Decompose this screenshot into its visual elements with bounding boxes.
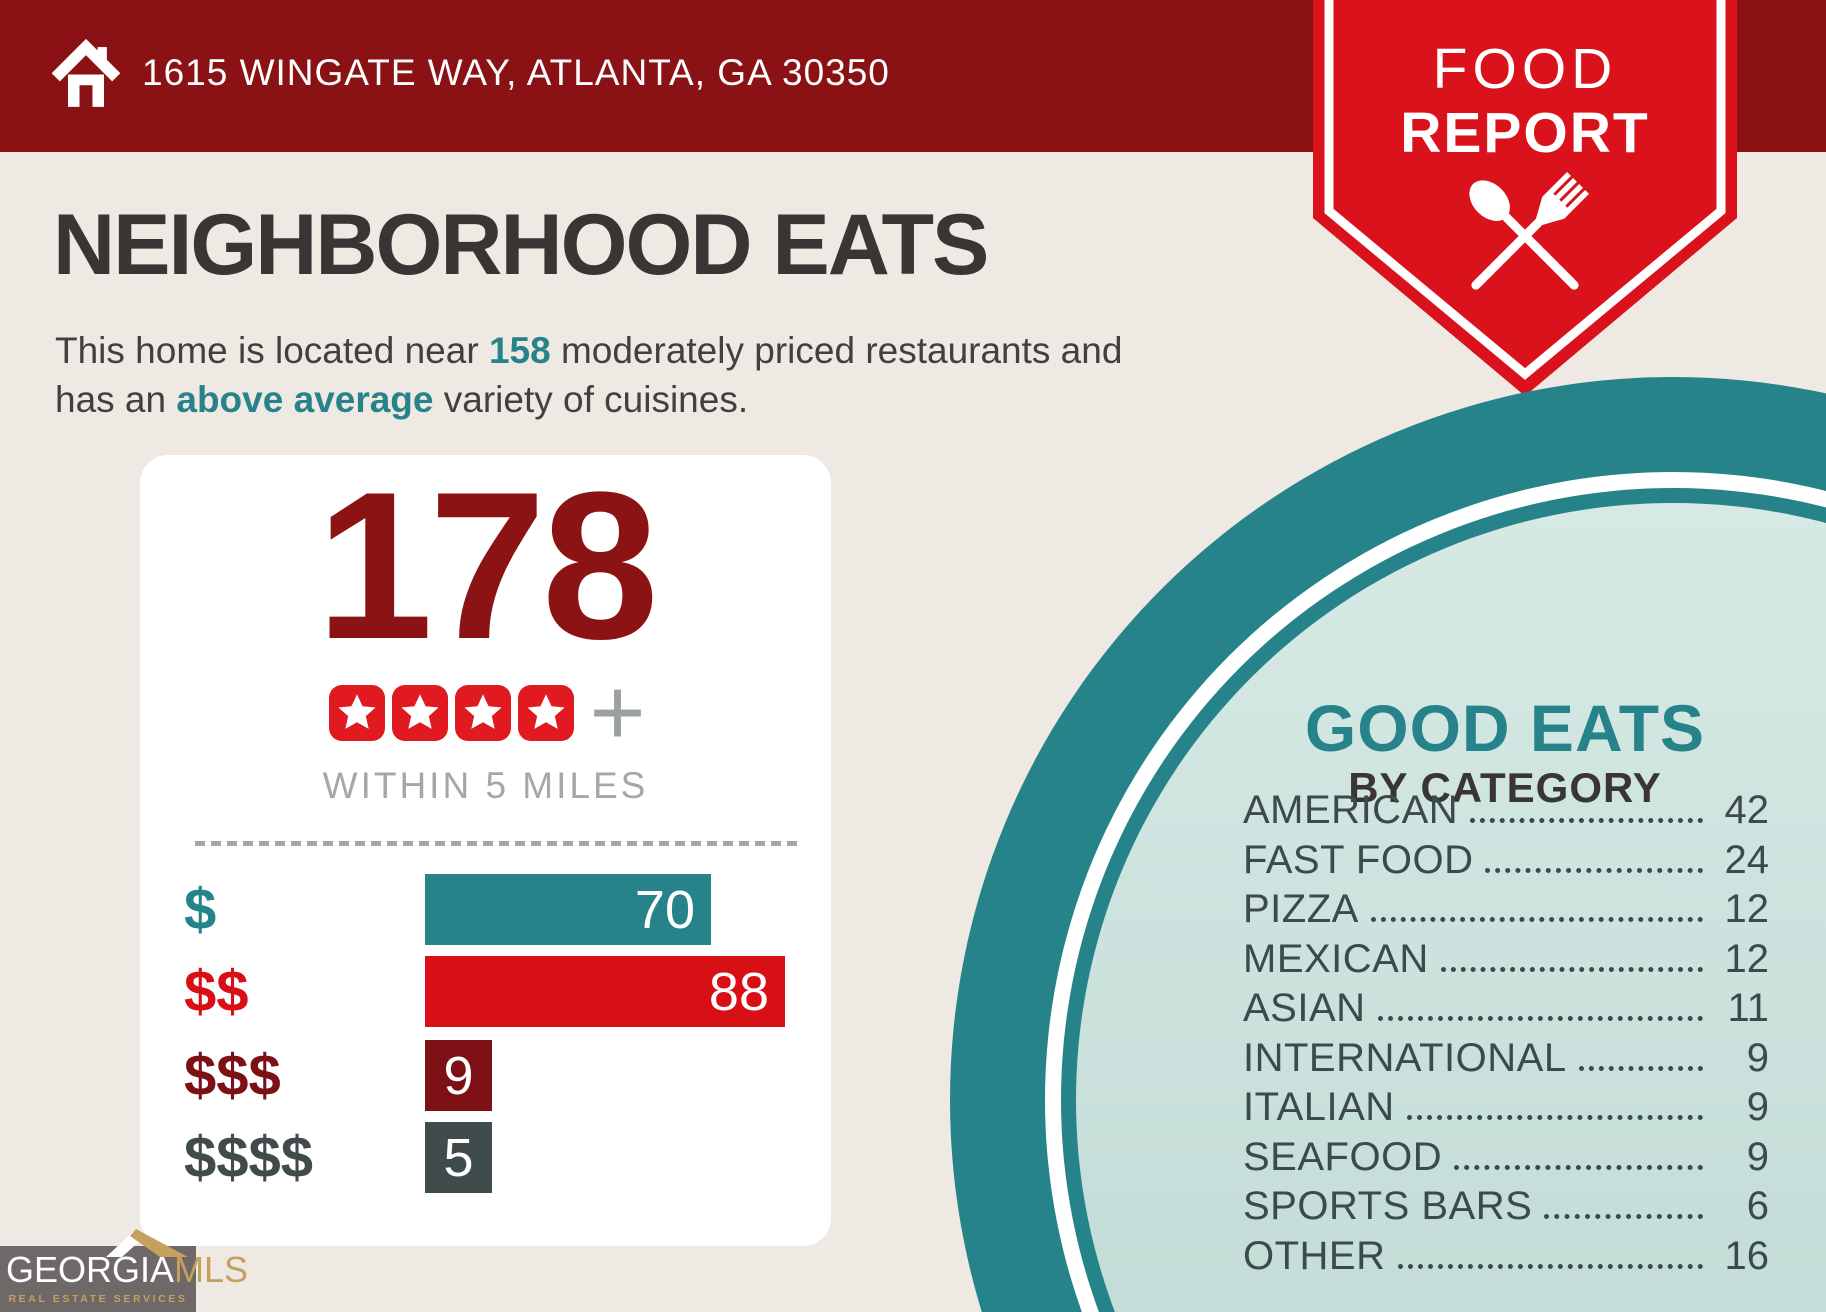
- category-label: SEAFOOD: [1243, 1134, 1443, 1179]
- good-eats-title: GOOD EATS: [1304, 691, 1706, 765]
- radius-caption: WITHIN 5 MILES: [322, 765, 649, 806]
- star-rating: +: [140, 659, 831, 766]
- dotted-leader: [1485, 867, 1703, 873]
- category-row: MEXICAN 12: [1243, 937, 1769, 987]
- plus-icon: +: [589, 659, 646, 766]
- dashed-divider: [195, 841, 800, 846]
- dotted-leader: [1454, 1164, 1703, 1170]
- property-address: 1615 WINGATE WAY, ATLANTA, GA 30350: [142, 52, 890, 93]
- price-bar-row: $$$$ 5: [140, 1122, 831, 1193]
- category-label: AMERICAN: [1243, 788, 1459, 832]
- dotted-leader: [1440, 966, 1703, 972]
- star-icon: [328, 685, 385, 741]
- dotted-leader: [1397, 1263, 1703, 1269]
- logo-wordmark: GEORGIAMLS: [6, 1249, 248, 1291]
- category-row: OTHER 16: [1243, 1234, 1769, 1284]
- dotted-leader: [1377, 1016, 1703, 1021]
- category-count: 16: [1724, 1233, 1770, 1278]
- price-bar-row: $70: [140, 874, 831, 945]
- category-label: FAST FOOD: [1243, 837, 1474, 882]
- category-label: ASIAN: [1243, 986, 1366, 1030]
- category-count: 24: [1724, 837, 1770, 882]
- price-bar-value: 88: [708, 961, 769, 1022]
- category-label: SPORTS BARS: [1243, 1184, 1533, 1228]
- category-list: AMERICAN 42 FAST FOOD 24 PIZZA 12 MEXICAN 12 ASI…: [1243, 788, 1769, 1283]
- price-bar-value: 5: [443, 1127, 474, 1188]
- ribbon-title-line1: FOOD: [1432, 37, 1618, 101]
- logo-mls: MLS: [174, 1249, 249, 1290]
- star-icon: [454, 685, 511, 741]
- price-bar: 5: [425, 1122, 492, 1193]
- ribbon-title-line2: REPORT: [1400, 101, 1650, 165]
- category-count: 9: [1746, 1134, 1769, 1179]
- dotted-leader: [1370, 917, 1703, 922]
- price-level-label: $: [184, 877, 217, 942]
- price-bar-row: $$$ 9: [140, 1040, 831, 1111]
- good-eats-subtitle: BY CATEGORY: [1348, 764, 1662, 811]
- category-row: SEAFOOD 9: [1243, 1135, 1769, 1185]
- category-row: AMERICAN 42: [1243, 788, 1769, 838]
- category-count: 6: [1746, 1184, 1769, 1228]
- star-icon: [517, 685, 574, 741]
- category-row: INTERNATIONAL 9: [1243, 1036, 1769, 1086]
- intro-subtitle: This home is located near 158 moderately…: [55, 326, 1122, 424]
- price-level-label: $$: [184, 959, 249, 1024]
- category-count: 9: [1746, 1085, 1769, 1129]
- roof-icon: [106, 1229, 188, 1257]
- logo-georgia: GEORGIA: [6, 1249, 175, 1290]
- food-report-ribbon: FOOD REPORT: [1313, 0, 1737, 400]
- restaurant-summary-card: 178 + WITHIN 5 MILES $70 $$ 88 $$$ 9 $$$$ 5: [140, 455, 831, 1246]
- category-count: 11: [1727, 986, 1769, 1030]
- category-count: 42: [1724, 788, 1770, 832]
- ribbon-banner-shape: [1313, 0, 1737, 396]
- dotted-leader: [1578, 1065, 1703, 1071]
- total-restaurant-count: 178: [316, 448, 658, 683]
- category-label: INTERNATIONAL: [1243, 1035, 1567, 1080]
- category-row: ITALIAN 9: [1243, 1085, 1769, 1135]
- category-label: ITALIAN: [1243, 1085, 1395, 1129]
- category-row: FAST FOOD 24: [1243, 838, 1769, 888]
- category-row: PIZZA 12: [1243, 887, 1769, 937]
- spoon-fork-crossed-icon: [1469, 172, 1589, 290]
- category-label: MEXICAN: [1243, 936, 1429, 981]
- page-title: NEIGHBORHOOD EATS: [53, 197, 989, 293]
- price-bar-row: $$ 88: [140, 956, 831, 1027]
- price-bar: 9: [425, 1040, 492, 1111]
- category-count: 12: [1724, 936, 1770, 981]
- category-label: PIZZA: [1243, 887, 1359, 931]
- price-bar-value: 9: [443, 1045, 474, 1106]
- logo-tagline: REAL ESTATE SERVICES: [8, 1293, 188, 1305]
- home-icon: [51, 38, 121, 107]
- category-count: 9: [1746, 1035, 1769, 1080]
- price-bar: 88: [425, 956, 785, 1027]
- dotted-leader: [1470, 818, 1703, 823]
- star-icon: [391, 685, 448, 741]
- dotted-leader: [1544, 1214, 1703, 1219]
- price-bar: 70: [425, 874, 711, 945]
- category-label: OTHER: [1243, 1233, 1386, 1278]
- price-level-label: $$$: [184, 1043, 281, 1108]
- price-bar-value: 70: [634, 879, 695, 940]
- category-row: ASIAN 11: [1243, 986, 1769, 1036]
- georgia-mls-logo: GEORGIAMLS REAL ESTATE SERVICES: [0, 1229, 248, 1312]
- dotted-leader: [1406, 1115, 1703, 1120]
- subtitle-line: has an above average variety of cuisines…: [55, 379, 749, 420]
- price-level-label: $$$$: [184, 1125, 314, 1190]
- category-row: SPORTS BARS 6: [1243, 1184, 1769, 1234]
- subtitle-line: This home is located near 158 moderately…: [55, 330, 1123, 371]
- category-count: 12: [1724, 887, 1770, 931]
